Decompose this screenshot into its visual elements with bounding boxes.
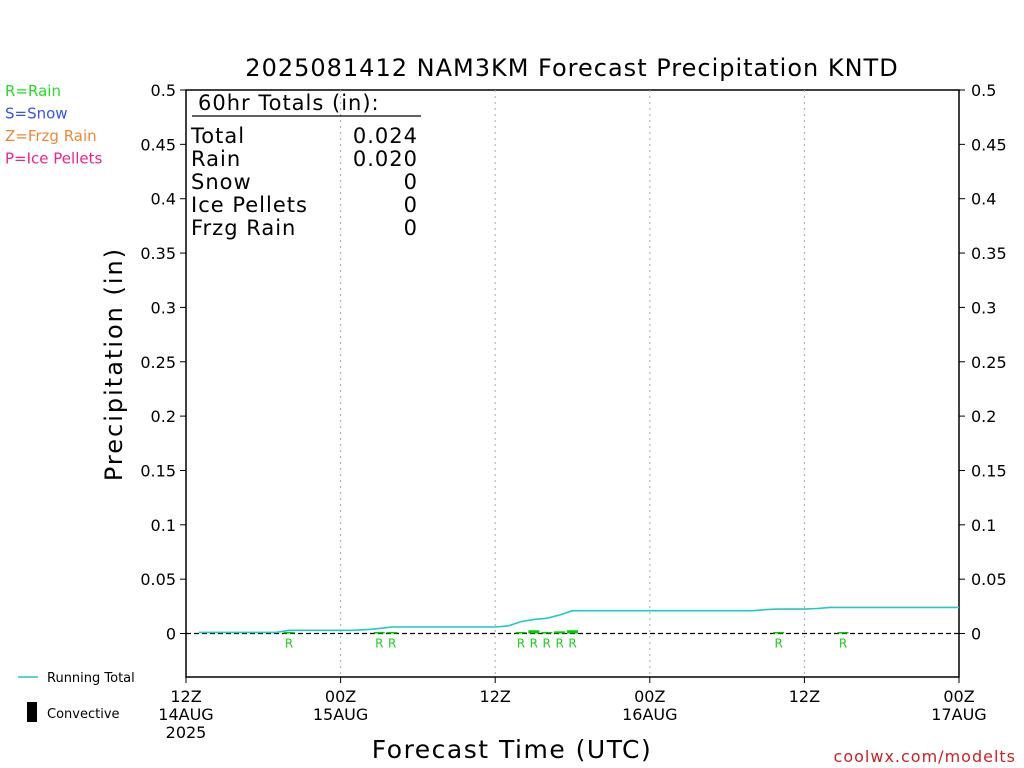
legend-convective-swatch bbox=[27, 702, 37, 722]
totals-row-label-3: Ice Pellets bbox=[191, 193, 308, 217]
precip-bar bbox=[837, 632, 849, 634]
y-tick-label-right-6: 0.3 bbox=[971, 298, 996, 317]
y-tick-label-right-7: 0.35 bbox=[971, 244, 1007, 263]
x-tick-label-1: 00Z bbox=[325, 687, 356, 706]
y-tick-label-left-6: 0.3 bbox=[151, 298, 176, 317]
running-total-line bbox=[198, 606, 959, 634]
plot-frame bbox=[185, 89, 960, 678]
y-tick-label-left-10: 0.5 bbox=[151, 81, 176, 100]
y-tick-label-left-5: 0.25 bbox=[140, 353, 176, 372]
x-tick-year-0: 2025 bbox=[166, 723, 207, 742]
y-tick-label-left-9: 0.45 bbox=[140, 135, 176, 154]
y-tick-label-left-4: 0.2 bbox=[151, 407, 176, 426]
x-axis-label: Forecast Time (UTC) bbox=[372, 735, 652, 764]
ptype-marker-8: R bbox=[774, 637, 782, 651]
legend-running-total-label: Running Total bbox=[47, 671, 135, 686]
ptype-marker-5: R bbox=[543, 637, 551, 651]
y-tick-label-right-10: 0.5 bbox=[971, 81, 996, 100]
y-tick-label-right-0: 0 bbox=[971, 625, 981, 644]
y-tick-label-right-9: 0.45 bbox=[971, 135, 1007, 154]
x-tick-label-2: 12Z bbox=[480, 687, 511, 706]
ptype-marker-9: R bbox=[839, 637, 847, 651]
totals-row-value-2: 0 bbox=[404, 170, 418, 194]
y-tick-label-right-3: 0.15 bbox=[971, 461, 1007, 480]
ptype-legend-0: R=Rain bbox=[5, 82, 61, 100]
ptype-legend-2: Z=Frzg Rain bbox=[5, 127, 97, 145]
credit-text: coolwx.com/modelts bbox=[834, 747, 1016, 766]
y-tick-label-left-8: 0.4 bbox=[151, 190, 176, 209]
y-tick-label-left-0: 0 bbox=[166, 625, 176, 644]
precip-bar bbox=[554, 631, 566, 634]
ptype-marker-4: R bbox=[530, 637, 538, 651]
precip-bar bbox=[567, 630, 578, 634]
ptype-legend-1: S=Snow bbox=[5, 105, 68, 123]
y-tick-label-right-1: 0.05 bbox=[971, 570, 1007, 589]
precip-bar bbox=[373, 632, 385, 634]
totals-row-value-4: 0 bbox=[404, 216, 418, 240]
precip-bar bbox=[773, 632, 785, 634]
y-tick-label-left-1: 0.05 bbox=[140, 570, 176, 589]
y-tick-label-left-2: 0.1 bbox=[151, 516, 176, 535]
x-tick-date-3: 16AUG bbox=[622, 705, 677, 724]
ptype-legend-3: P=Ice Pellets bbox=[5, 150, 102, 168]
ptype-marker-2: R bbox=[388, 637, 396, 651]
y-tick-label-right-4: 0.2 bbox=[971, 407, 996, 426]
totals-heading: 60hr Totals (in): bbox=[198, 91, 380, 115]
totals-row-label-2: Snow bbox=[191, 170, 252, 194]
x-tick-label-0: 12Z bbox=[170, 687, 201, 706]
x-tick-date-1: 15AUG bbox=[313, 705, 368, 724]
ptype-marker-3: R bbox=[517, 637, 525, 651]
precip-bar bbox=[386, 632, 398, 634]
precip-bar bbox=[528, 630, 540, 634]
y-tick-label-left-7: 0.35 bbox=[140, 244, 176, 263]
x-tick-label-3: 00Z bbox=[634, 687, 665, 706]
y-axis-label: Precipitation (in) bbox=[100, 247, 128, 481]
x-tick-date-0: 14AUG bbox=[158, 705, 213, 724]
totals-row-label-0: Total bbox=[190, 124, 245, 148]
totals-row-value-3: 0 bbox=[404, 193, 418, 217]
precip-bar bbox=[283, 632, 295, 634]
totals-row-value-0: 0.024 bbox=[353, 124, 418, 148]
y-tick-label-right-2: 0.1 bbox=[971, 516, 996, 535]
ptype-marker-7: R bbox=[568, 637, 576, 651]
y-tick-label-right-8: 0.4 bbox=[971, 190, 996, 209]
legend-convective-label: Convective bbox=[47, 707, 120, 722]
precip-bar bbox=[515, 632, 527, 634]
totals-row-label-1: Rain bbox=[191, 147, 241, 171]
ptype-marker-0: R bbox=[285, 637, 293, 651]
x-tick-date-5: 17AUG bbox=[931, 705, 986, 724]
totals-row-value-1: 0.020 bbox=[353, 147, 418, 171]
y-tick-label-left-3: 0.15 bbox=[140, 461, 176, 480]
y-tick-label-right-5: 0.25 bbox=[971, 353, 1007, 372]
ptype-marker-6: R bbox=[555, 637, 563, 651]
x-tick-label-4: 12Z bbox=[789, 687, 820, 706]
x-tick-label-5: 00Z bbox=[943, 687, 974, 706]
totals-row-label-4: Frzg Rain bbox=[191, 216, 296, 240]
precip-bar bbox=[541, 632, 553, 634]
chart-title: 2025081412 NAM3KM Forecast Precipitation… bbox=[245, 54, 898, 82]
ptype-marker-1: R bbox=[375, 637, 383, 651]
